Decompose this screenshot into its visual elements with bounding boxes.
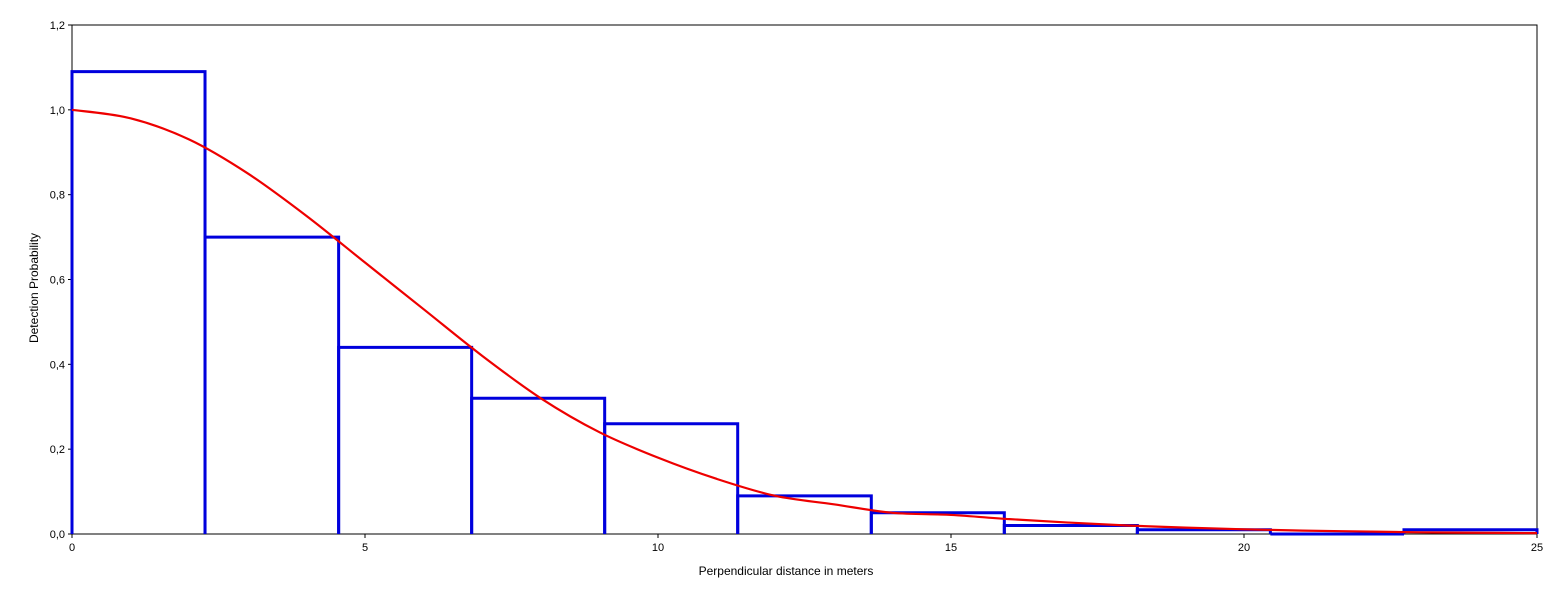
plot-area <box>71 24 1538 535</box>
y-tick-label: 1,2 <box>50 20 65 32</box>
y-tick-label: 0,2 <box>50 444 65 456</box>
detection-function-curve <box>71 108 1538 535</box>
y-axis-label: Detection Probability <box>27 233 41 343</box>
x-tick-label: 25 <box>1531 542 1543 554</box>
x-axis-label: Perpendicular distance in meters <box>699 564 874 578</box>
histogram-bars <box>70 70 1539 536</box>
x-tick-label: 15 <box>945 542 957 554</box>
y-axis-ticks: 0,0 0,2 0,4 0,6 0,8 1,0 1,2 <box>50 20 72 541</box>
y-tick-label: 0,4 <box>50 359 65 371</box>
x-tick-label: 5 <box>362 542 368 554</box>
x-tick-label: 10 <box>652 542 664 554</box>
histogram-bar <box>603 422 740 534</box>
y-tick-label: 0,8 <box>50 190 65 202</box>
x-tick-label: 0 <box>69 542 75 554</box>
histogram-bar <box>869 511 1006 534</box>
x-tick-label: 20 <box>1238 542 1250 554</box>
y-tick-label: 0,6 <box>50 275 65 287</box>
histogram-bar <box>1135 528 1272 534</box>
y-tick-label: 1,0 <box>50 105 65 117</box>
x-axis-ticks: 0 5 10 15 20 25 <box>69 534 1543 554</box>
y-tick-label: 0,0 <box>50 529 65 541</box>
